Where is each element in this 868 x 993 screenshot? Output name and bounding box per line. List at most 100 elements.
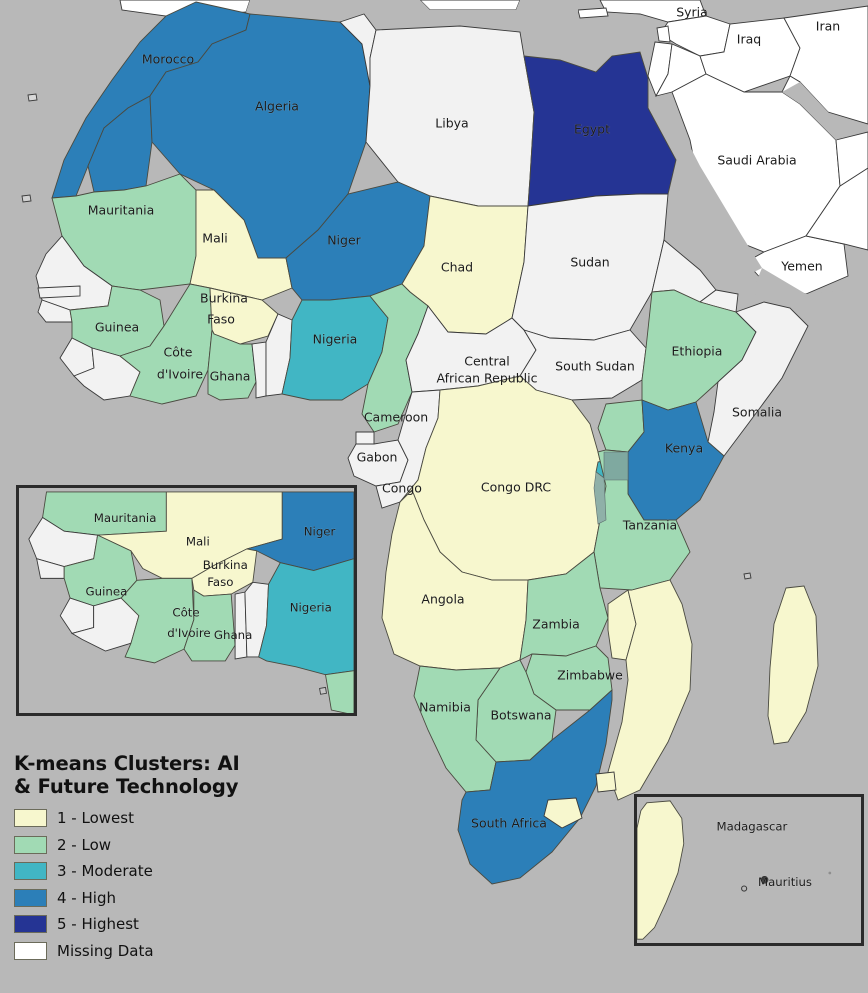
legend-item: 1 - Lowest: [14, 805, 284, 832]
country-label: Somalia: [732, 405, 782, 420]
country-label: Gabon: [357, 450, 398, 465]
country-label: Chad: [441, 260, 473, 275]
country-togo: [251, 341, 267, 399]
legend-item: 3 - Moderate: [14, 858, 284, 885]
country-label: Botswana: [490, 708, 551, 723]
legend-item: 4 - High: [14, 885, 284, 912]
country-label: Côte: [172, 605, 199, 619]
legend-swatch: [14, 888, 47, 907]
country-label: Yemen: [780, 259, 822, 274]
country-gambia: [37, 285, 81, 299]
country-label: Ghana: [214, 628, 252, 642]
country-cameroon: [361, 283, 429, 433]
country-label: Kenya: [665, 441, 703, 456]
country-label: Mali: [186, 535, 210, 549]
inset-west-africa-labels: Mauritania Mali Niger Burkina Faso Guinea Nige…: [85, 511, 336, 642]
inset-map-west-africa: Mauritania Mali Niger Burkina Faso Guinea Nige…: [16, 485, 357, 716]
country-italy-greece: [419, 0, 521, 11]
inset-west-africa-svg: Mauritania Mali Niger Burkina Faso Guinea Nige…: [19, 488, 354, 713]
country-label: Burkina: [203, 558, 248, 572]
country-south-africa: [457, 688, 613, 885]
country-equatorial-guinea: [355, 431, 375, 445]
country-eswatini: [595, 771, 617, 793]
country-label: d'Ivoire: [157, 367, 203, 382]
inset-country-nigeria: [258, 558, 354, 676]
country-label: Ghana: [210, 369, 251, 384]
persian-gulf: [782, 82, 846, 140]
legend-label: 4 - High: [57, 888, 116, 907]
legend-label: 3 - Moderate: [57, 862, 153, 881]
country-label: Faso: [207, 312, 235, 327]
country-label: Guinea: [86, 585, 128, 599]
country-label: Zambia: [532, 617, 579, 632]
country-label: Tanzania: [622, 518, 677, 533]
country-label: Iraq: [737, 32, 761, 47]
inset-map-indian-ocean: Madagascar Mauritius: [634, 794, 864, 946]
country-lebanon: [656, 25, 671, 43]
inset-island-reunion: [741, 885, 748, 892]
legend-label: 2 - Low: [57, 835, 112, 854]
legend-title: K-means Clusters: AI & Future Technology: [14, 752, 284, 798]
country-label: South Sudan: [555, 359, 635, 374]
lake-victoria: [603, 451, 629, 481]
island-canary: [27, 93, 38, 102]
map-country-labels: Morocco Algeria Libya Egypt Syria Iraq Iran Sau…: [87, 4, 840, 831]
country-label: Iran: [816, 19, 840, 34]
country-label: Burkina: [200, 291, 248, 306]
country-label: Côte: [164, 345, 193, 360]
legend-swatch: [14, 835, 47, 854]
legend-label: Missing Data: [57, 941, 154, 960]
inset-country-ghana: [183, 589, 236, 662]
legend-swatch: [14, 809, 47, 828]
country-guinea-bissau: [37, 299, 73, 323]
country-label: Central: [464, 354, 510, 369]
country-label: Congo DRC: [481, 480, 552, 495]
country-label: Zimbabwe: [557, 668, 623, 683]
country-uae: [835, 131, 868, 187]
legend-title-line2: & Future Technology: [14, 775, 239, 798]
legend-item: Missing Data: [14, 938, 284, 965]
country-label: Nigeria: [313, 332, 358, 347]
country-label: South Africa: [471, 816, 547, 831]
country-label: Angola: [421, 592, 464, 607]
country-label: Morocco: [142, 52, 194, 67]
country-label: Ethiopia: [672, 344, 723, 359]
country-label: Niger: [304, 525, 336, 539]
legend-swatch: [14, 941, 47, 960]
country-label: African Republic: [437, 371, 538, 386]
legend-swatch: [14, 915, 47, 934]
inset-island-mauritius: [760, 875, 769, 884]
inset-country-madagascar: [637, 800, 685, 940]
country-mali: [189, 189, 293, 301]
country-label: Madagascar: [717, 820, 788, 834]
inset-island-rodrigues: [828, 871, 832, 875]
country-label: d'Ivoire: [167, 626, 210, 640]
country-kenya: [627, 399, 725, 521]
country-mozambique: [607, 579, 693, 801]
legend-label: 5 - Highest: [57, 915, 139, 934]
country-label: Egypt: [574, 122, 610, 137]
legend-swatch: [14, 862, 47, 881]
inset-country-togo: [234, 591, 248, 660]
legend-item: 2 - Low: [14, 832, 284, 859]
country-label: Mauritania: [94, 511, 157, 525]
country-label: Syria: [676, 5, 708, 20]
country-egypt: [523, 51, 677, 207]
country-label: Mauritius: [758, 875, 812, 889]
gulf-of-aden: [752, 268, 848, 314]
legend-label: 1 - Lowest: [57, 809, 134, 828]
inset-island-sao-tome: [319, 686, 327, 695]
country-south-sudan: [519, 329, 647, 401]
country-label: Congo: [382, 481, 422, 496]
country-madagascar: [767, 585, 819, 745]
country-label: Faso: [207, 575, 233, 589]
island-cape-verde: [21, 194, 32, 203]
legend-items-list: 1 - Lowest 2 - Low 3 - Moderate 4 - High 5 -…: [14, 805, 284, 964]
red-sea: [648, 96, 762, 276]
country-lesotho: [543, 797, 583, 829]
country-label: Niger: [327, 233, 361, 248]
lake-tanganyika: [593, 471, 607, 525]
country-label: Sudan: [570, 255, 609, 270]
